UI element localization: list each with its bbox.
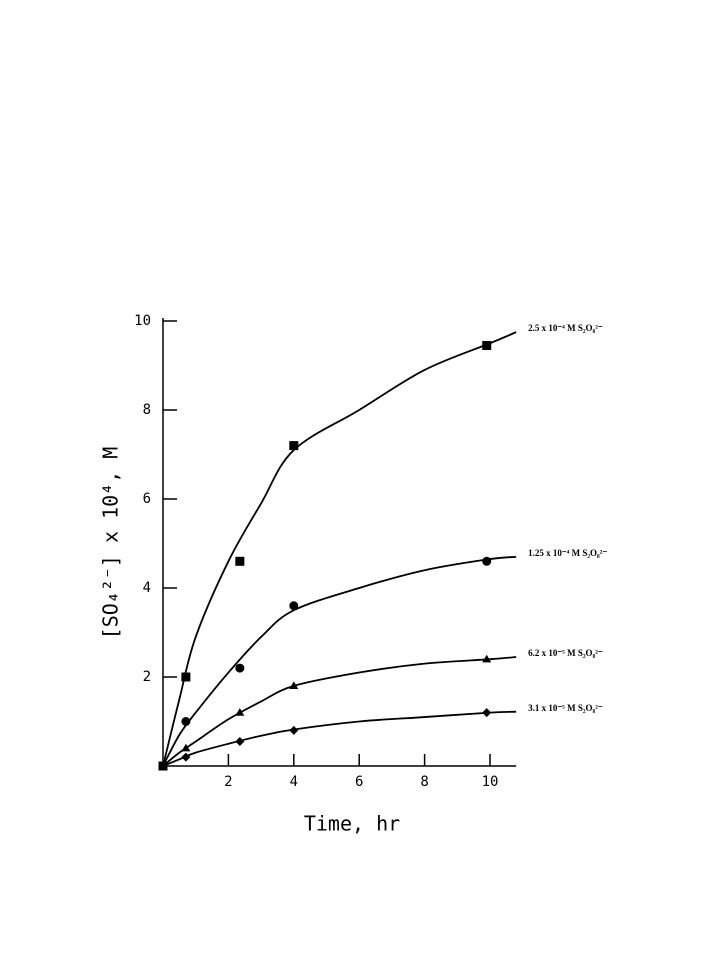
y-tick-label: 4 — [143, 580, 151, 596]
x-tick-label: 6 — [355, 774, 363, 790]
data-point — [235, 556, 245, 566]
data-point — [482, 654, 492, 663]
x-tick-label: 8 — [420, 774, 428, 790]
fit-curve — [162, 331, 517, 767]
data-point — [235, 737, 245, 747]
data-point — [289, 725, 299, 735]
data-point — [181, 752, 191, 762]
data-point — [181, 743, 191, 752]
y-axis-label: [SO₄²⁻] x 10⁴, M — [99, 447, 123, 640]
x-tick-label: 2 — [224, 774, 232, 790]
data-point — [482, 556, 492, 566]
y-tick-label: 6 — [143, 491, 151, 507]
data-point — [181, 717, 191, 726]
data-point — [289, 601, 299, 611]
data-point — [235, 708, 245, 716]
data-point — [482, 340, 492, 350]
fit-curve — [162, 710, 517, 767]
data-point — [181, 672, 191, 682]
y-tick-label: 8 — [143, 402, 151, 418]
x-axis-label: Time, hr — [304, 812, 400, 836]
data-point — [289, 681, 299, 690]
legend-label: 2.5 x 10⁻⁴ M S₂O₈²⁻ — [528, 323, 603, 333]
legend-label: 6.2 x 10⁻⁵ M S₂O₈²⁻ — [528, 648, 603, 658]
legend-label: 1.25 x 10⁻⁴ M S₂O₈²⁻ — [528, 548, 607, 558]
x-tick-label: 10 — [482, 774, 499, 790]
legend-label: 3.1 x 10⁻⁵ M S₂O₈²⁻ — [528, 703, 603, 713]
data-point — [482, 708, 492, 718]
x-tick-label: 4 — [290, 774, 298, 790]
y-tick-label: 10 — [134, 313, 151, 329]
y-tick-label: 2 — [143, 669, 151, 685]
data-point — [235, 663, 245, 673]
fit-curve — [162, 656, 517, 767]
data-point — [289, 441, 299, 451]
data-point — [158, 761, 168, 771]
